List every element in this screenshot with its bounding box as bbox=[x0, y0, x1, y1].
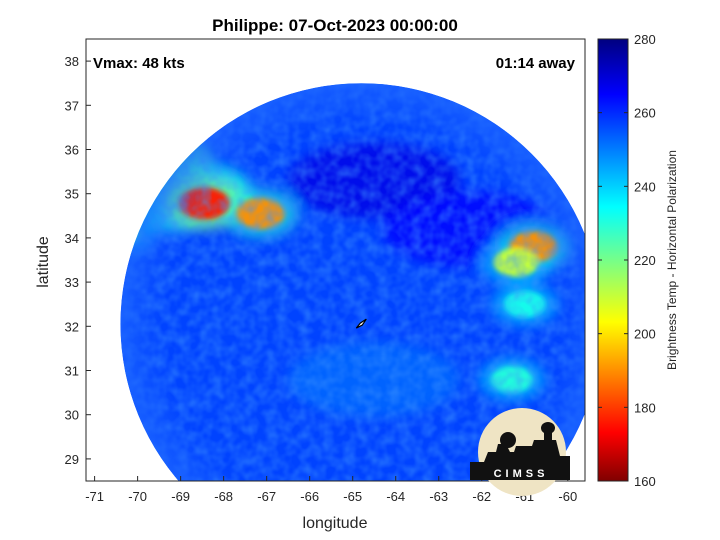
colorbar-tick-label: 260 bbox=[634, 106, 656, 121]
y-axis: 29 30 31 32 33 34 35 36 37 38 bbox=[65, 54, 91, 467]
colorbar bbox=[597, 38, 629, 482]
y-tick-label: 36 bbox=[65, 143, 79, 158]
time-offset-label: 01:14 away bbox=[496, 55, 576, 72]
y-tick-label: 32 bbox=[65, 319, 79, 334]
logo-water-tower bbox=[541, 422, 555, 434]
chart-title: Philippe: 07-Oct-2023 00:00:00 bbox=[212, 16, 458, 35]
x-tick-label: -63 bbox=[429, 489, 448, 504]
y-tick-label: 30 bbox=[65, 408, 79, 423]
colorbar-tick-label: 180 bbox=[634, 400, 656, 415]
logo-banner bbox=[470, 464, 570, 480]
x-tick-label: -71 bbox=[85, 489, 104, 504]
x-tick-label: -67 bbox=[257, 489, 276, 504]
x-tick-label: -66 bbox=[300, 489, 319, 504]
y-tick-label: 31 bbox=[65, 364, 79, 379]
y-tick-label: 35 bbox=[65, 187, 79, 202]
colorbar-tick-label: 160 bbox=[634, 474, 656, 489]
vmax-label: Vmax: 48 kts bbox=[93, 55, 185, 72]
x-axis: -71 -70 -69 -68 -67 -66 -65 -64 -63 -62 -61 -60 bbox=[85, 476, 577, 504]
y-tick-label: 29 bbox=[65, 452, 79, 467]
x-tick-label: -69 bbox=[171, 489, 190, 504]
x-tick-label: -70 bbox=[128, 489, 147, 504]
y-tick-label: 34 bbox=[65, 231, 79, 246]
x-tick-label: -68 bbox=[214, 489, 233, 504]
x-tick-label: -65 bbox=[343, 489, 362, 504]
y-axis-label: latitude bbox=[35, 236, 52, 288]
x-tick-label: -64 bbox=[386, 489, 405, 504]
colorbar-tick-label: 200 bbox=[634, 327, 656, 342]
colorbar-tick-label: 220 bbox=[634, 253, 656, 268]
logo-dish bbox=[500, 432, 516, 448]
x-axis-label: longitude bbox=[303, 515, 368, 532]
y-tick-label: 38 bbox=[65, 54, 79, 69]
plot-frame bbox=[85, 38, 586, 482]
y-tick-label: 37 bbox=[65, 98, 79, 113]
colorbar-tick-label: 280 bbox=[634, 32, 656, 47]
storm-center-marker bbox=[355, 318, 367, 329]
x-tick-label: -60 bbox=[558, 489, 577, 504]
colorbar-ticks: 160 180 200 220 240 260 280 bbox=[598, 32, 656, 489]
logo-text: CIMSS bbox=[494, 468, 549, 480]
x-tick-label: -62 bbox=[472, 489, 491, 504]
colorbar-tick-label: 240 bbox=[634, 179, 656, 194]
y-tick-label: 33 bbox=[65, 275, 79, 290]
colorbar-label: Brightness Temp - Horizontal Polarizatio… bbox=[665, 150, 679, 370]
cimss-logo: CIMSS bbox=[470, 408, 570, 496]
